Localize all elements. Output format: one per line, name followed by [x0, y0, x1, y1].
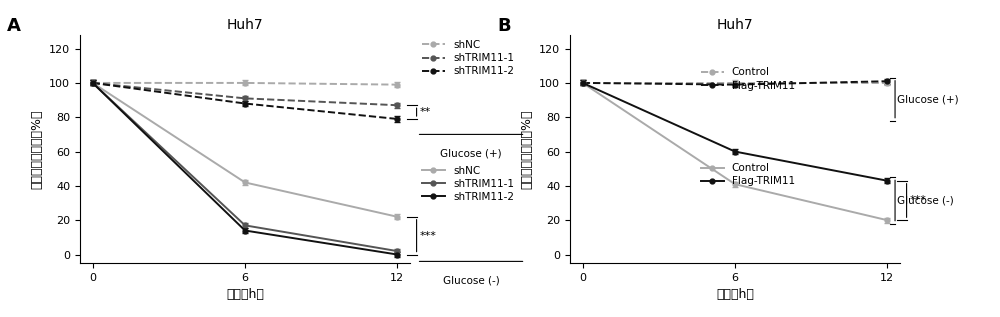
Text: ***: ***: [420, 231, 437, 241]
Title: Huh7: Huh7: [227, 18, 263, 32]
Y-axis label: 细胞活力（最大値%）: 细胞活力（最大値%）: [31, 109, 44, 189]
Text: A: A: [7, 16, 21, 35]
Legend: shNC, shTRIM11-1, shTRIM11-2: shNC, shTRIM11-1, shTRIM11-2: [422, 165, 514, 202]
X-axis label: 生长（h）: 生长（h）: [716, 288, 754, 301]
Text: **: **: [420, 107, 431, 117]
Title: Huh7: Huh7: [717, 18, 753, 32]
Y-axis label: 细胞活力（最大値%）: 细胞活力（最大値%）: [521, 109, 534, 189]
Text: Glucose (-): Glucose (-): [897, 196, 953, 205]
Text: Glucose (+): Glucose (+): [440, 148, 502, 158]
Text: ***: ***: [910, 196, 927, 205]
Text: B: B: [497, 16, 511, 35]
X-axis label: 生长（h）: 生长（h）: [226, 288, 264, 301]
Text: Glucose (-): Glucose (-): [443, 275, 499, 285]
Text: Glucose (+): Glucose (+): [897, 94, 958, 104]
Legend: Control, Flag-TRIM11: Control, Flag-TRIM11: [701, 163, 795, 186]
